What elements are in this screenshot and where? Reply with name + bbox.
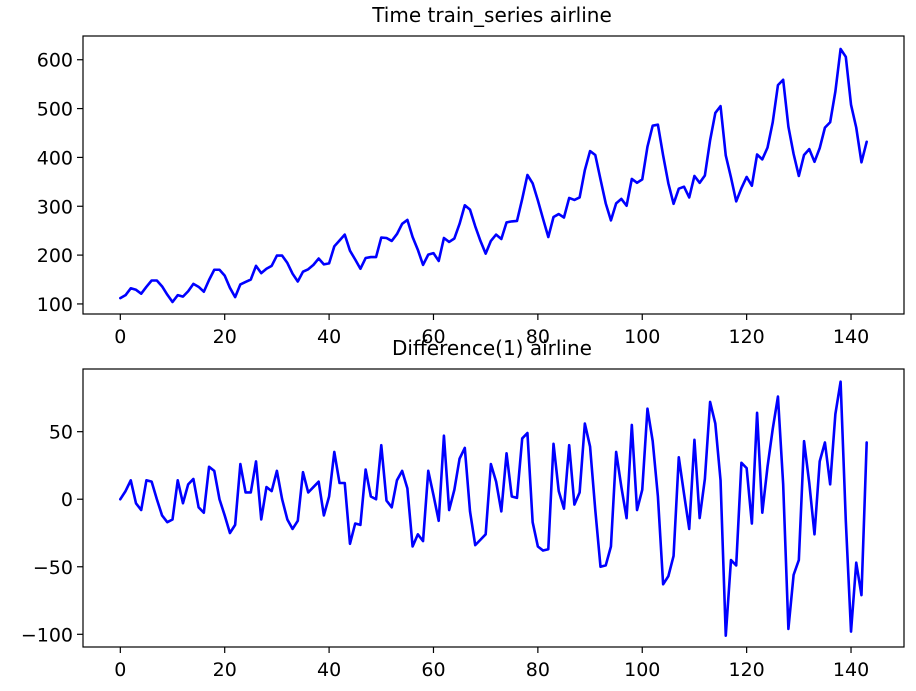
bottom-x-ticks: 0 20 40 60 80 100 120 140 [114, 647, 869, 681]
bottom-x-tick-label: 120 [729, 659, 765, 681]
bottom-plot-frame [82, 368, 905, 648]
bottom-x-tick-label: 60 [421, 659, 445, 681]
top-series-group [119, 47, 868, 304]
top-series-line-0 [119, 47, 868, 304]
top-x-tick-label: 100 [624, 326, 660, 348]
bottom-x-tick-label: 0 [114, 659, 126, 681]
top-x-tick-label: 80 [526, 326, 550, 348]
top-y-ticks: 100 200 300 400 500 600 [37, 50, 83, 316]
bottom-panel: Difference(1) airline 0 20 40 60 80 100 120 140… [21, 336, 905, 681]
bottom-x-tick-label: 100 [624, 659, 660, 681]
top-plot-frame [82, 35, 905, 315]
bottom-y-ticks: −100 −50 0 50 [21, 422, 83, 646]
bottom-chart-title: Difference(1) airline [392, 336, 592, 360]
bottom-y-tick-label: 50 [49, 422, 73, 444]
bottom-y-tick-label: −50 [33, 557, 73, 579]
bottom-series-group [119, 380, 868, 637]
bottom-y-tick-label: 0 [61, 489, 73, 511]
top-x-tick-label: 0 [114, 326, 126, 348]
top-y-tick-label: 200 [37, 245, 73, 267]
bottom-x-tick-label: 40 [317, 659, 341, 681]
top-x-tick-label: 20 [213, 326, 237, 348]
top-panel: Time train_series airline 0 20 40 60 80 100 12… [37, 3, 905, 348]
top-chart-title: Time train_series airline [371, 3, 612, 27]
bottom-x-tick-label: 80 [526, 659, 550, 681]
top-y-tick-label: 600 [37, 50, 73, 72]
top-y-tick-label: 400 [37, 147, 73, 169]
top-x-ticks: 0 20 40 60 80 100 120 140 [114, 314, 869, 348]
top-x-tick-label: 60 [421, 326, 445, 348]
bottom-x-tick-label: 140 [833, 659, 869, 681]
top-x-tick-label: 140 [833, 326, 869, 348]
top-x-tick-label: 40 [317, 326, 341, 348]
bottom-y-tick-label: −100 [21, 624, 73, 646]
bottom-x-tick-label: 20 [213, 659, 237, 681]
top-x-tick-label: 120 [729, 326, 765, 348]
top-y-tick-label: 500 [37, 99, 73, 121]
bottom-series-line-0 [119, 380, 868, 637]
top-y-tick-label: 300 [37, 196, 73, 218]
top-y-tick-label: 100 [37, 294, 73, 316]
